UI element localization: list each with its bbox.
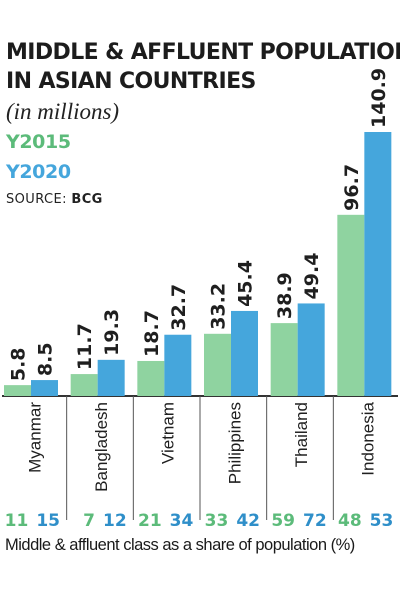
category-label-thailand: Thailand (292, 402, 311, 467)
legend-item-y2015: Y2015 (6, 131, 71, 153)
data-label-y2015-philippines: 33.2 (208, 283, 230, 330)
share-y2020-philippines: 42 (236, 511, 260, 531)
bar-y2020-philippines (231, 310, 258, 396)
category-label-vietnam: Vietnam (159, 402, 178, 464)
share-y2020-myanmar: 15 (36, 511, 60, 531)
bar-y2020-bangladesh (97, 359, 125, 396)
share-caption: Middle & affluent class as a share of po… (5, 536, 355, 554)
data-label-y2015-myanmar: 5.8 (8, 347, 30, 381)
legend-item-y2020: Y2020 (6, 161, 71, 183)
chart-title-line-2: IN ASIAN COUNTRIES (6, 69, 256, 94)
data-label-y2015-indonesia: 96.7 (341, 164, 363, 211)
bar-y2015-indonesia (337, 214, 365, 396)
bar-y2015-thailand (270, 323, 298, 396)
chart-subtitle: (in millions) (6, 99, 120, 124)
bar-y2020-indonesia (364, 132, 392, 396)
category-label-bangladesh: Bangladesh (92, 402, 111, 492)
source-label: SOURCE: (6, 192, 67, 207)
share-y2020-thailand: 72 (303, 511, 327, 531)
bar-y2020-myanmar (31, 380, 58, 396)
data-label-y2015-thailand: 38.9 (274, 272, 296, 319)
data-label-y2020-vietnam: 32.7 (168, 284, 190, 331)
data-label-y2020-indonesia: 140.9 (368, 68, 390, 128)
share-y2015-vietnam: 21 (138, 511, 162, 531)
chart-title: MIDDLE & AFFLUENT POPULATION IN ASIAN CO… (6, 38, 400, 96)
data-label-y2015-bangladesh: 11.7 (74, 323, 96, 370)
share-y2020-bangladesh: 12 (103, 511, 127, 531)
category-label-indonesia: Indonesia (359, 401, 378, 475)
share-y2015-thailand: 59 (271, 511, 295, 531)
share-y2020-vietnam: 34 (170, 511, 194, 531)
data-label-y2020-myanmar: 8.5 (35, 342, 57, 376)
source-note: SOURCE: BCG (6, 192, 103, 207)
share-y2015-bangladesh: 7 (83, 511, 95, 531)
share-y2020-indonesia: 53 (370, 511, 394, 531)
share-y2015-philippines: 33 (205, 511, 229, 531)
data-label-y2020-bangladesh: 19.3 (101, 309, 123, 356)
category-label-myanmar: Myanmar (25, 402, 44, 473)
share-y2015-myanmar: 11 (5, 511, 29, 531)
bar-y2015-bangladesh (70, 374, 98, 396)
data-label-y2020-thailand: 49.4 (301, 253, 323, 300)
bar-y2020-vietnam (164, 334, 192, 396)
data-label-y2020-philippines: 45.4 (235, 260, 257, 307)
share-y2015-indonesia: 48 (338, 511, 362, 531)
bar-y2015-philippines (204, 333, 231, 396)
category-label-philippines: Philippines (225, 402, 244, 484)
bar-y2015-myanmar (4, 385, 31, 396)
bar-y2020-thailand (297, 303, 325, 396)
source-value: BCG (71, 192, 103, 207)
chart-title-line-1: MIDDLE & AFFLUENT POPULATION (6, 40, 400, 65)
data-label-y2015-vietnam: 18.7 (141, 310, 163, 357)
bar-y2015-vietnam (137, 360, 165, 396)
